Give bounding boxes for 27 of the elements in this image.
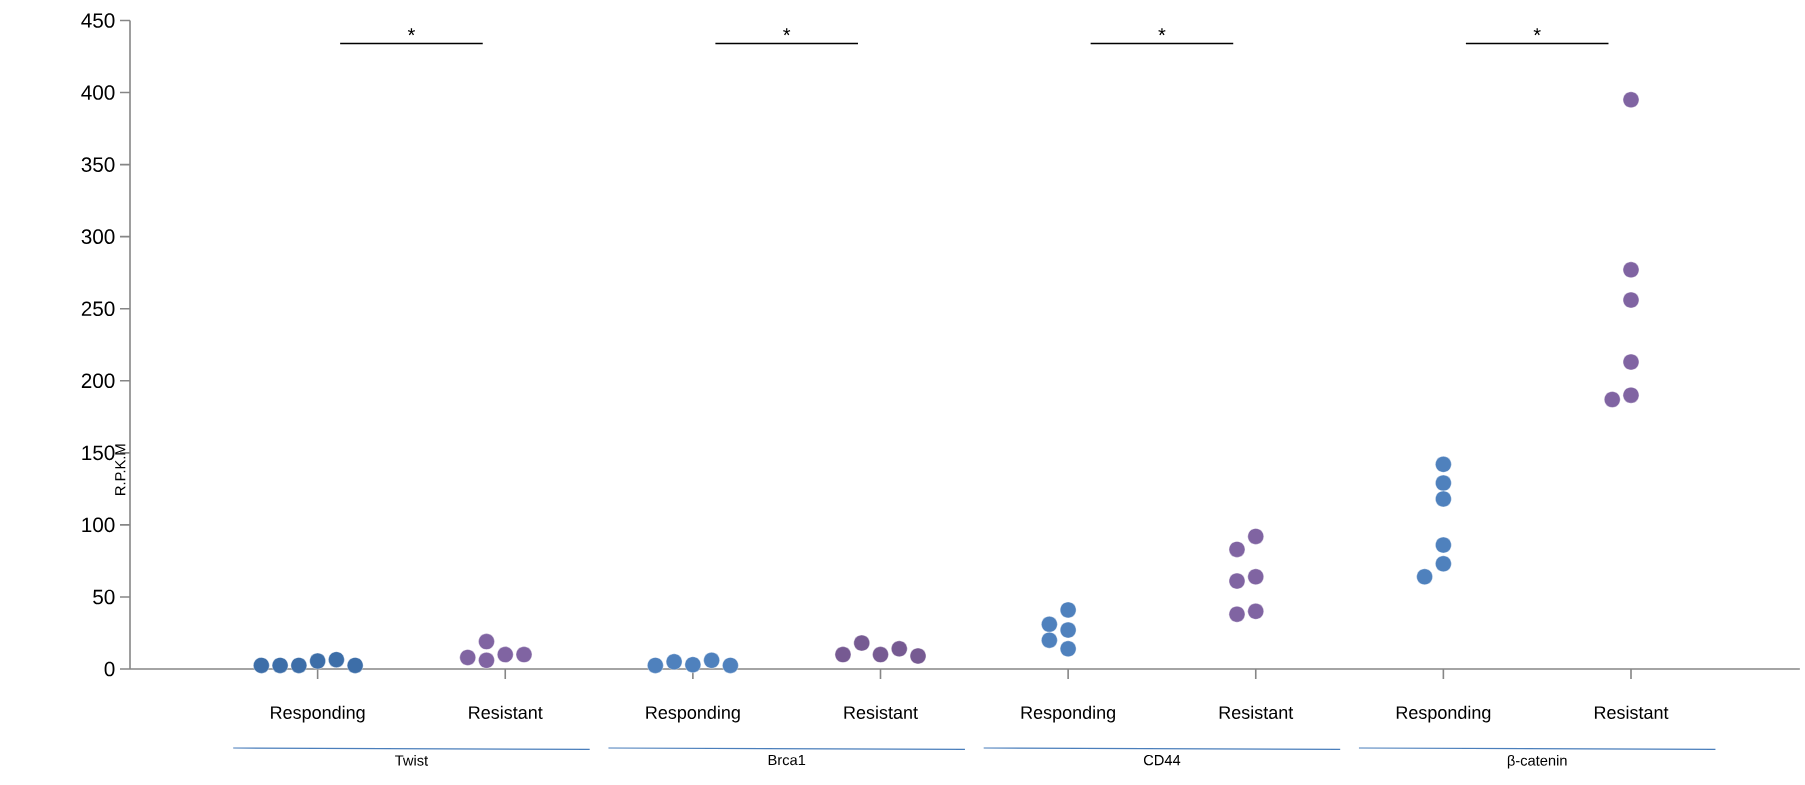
x-tick-label: Resistant (1594, 705, 1669, 719)
y-tick-label: 200 (81, 373, 115, 389)
y-tick-label: 300 (81, 229, 115, 244)
annotation: * (783, 28, 791, 36)
y-axis-title: R.P.K.M (115, 444, 126, 495)
x-tick-label: Responding (271, 705, 365, 723)
annotation: * (1533, 28, 1541, 36)
y-tick-label: 0 (104, 661, 115, 677)
text: CD44 (1143, 754, 1181, 766)
y-tick-label: 250 (81, 301, 115, 317)
text: β-catenin (1507, 754, 1567, 769)
y-tick-label: 350 (81, 157, 115, 172)
x-tick-label: Responding (646, 705, 740, 723)
x-tick-label: Responding (1021, 705, 1115, 723)
y-tick-label: 450 (81, 13, 115, 28)
annotation: * (407, 28, 416, 36)
text: Twist (395, 754, 429, 766)
y-tick-label: 100 (82, 517, 115, 533)
text: Brca1 (768, 754, 806, 766)
x-tick-label: Responding (1396, 705, 1491, 723)
x-tick-label: Resistant (1219, 705, 1294, 719)
x-tick-label: Resistant (469, 705, 543, 719)
x-tick-label: Resistant (844, 705, 918, 719)
annotation: * (1158, 28, 1166, 36)
y-tick-label: 50 (93, 589, 115, 605)
y-tick-label: 400 (81, 85, 115, 100)
y-tick-label: 150 (82, 445, 115, 461)
